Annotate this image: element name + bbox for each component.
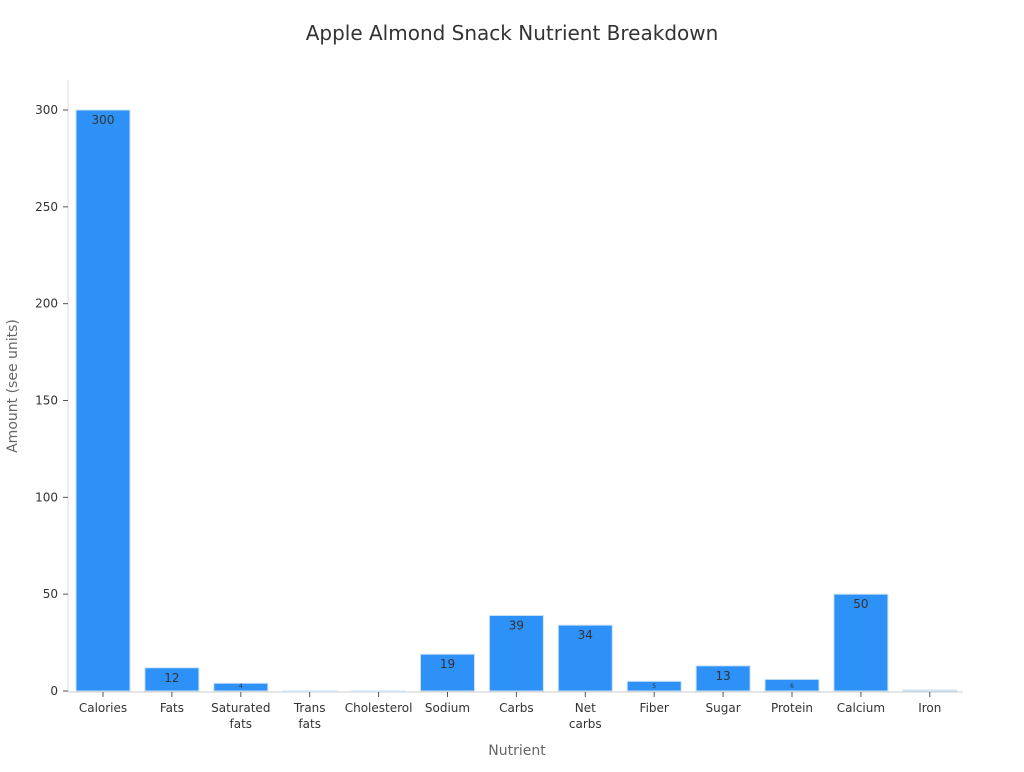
data-label: 34 [578, 628, 593, 642]
data-label: 6 [790, 683, 794, 690]
x-tick-label: Fiber [640, 701, 669, 715]
bar-trans-fats [282, 690, 338, 693]
data-label: 5 [652, 683, 656, 690]
x-tick-label: Calcium [837, 701, 885, 715]
y-axis-label: Amount (see units) [5, 319, 21, 453]
x-tick-label: Sugar [706, 701, 741, 715]
data-label: 4 [239, 683, 243, 690]
bar-net-carbs [557, 624, 613, 692]
x-tick-label: Net [575, 701, 596, 715]
bar-iron [902, 689, 958, 692]
x-tick-label: fats [298, 717, 321, 731]
y-tick-label: 100 [35, 490, 58, 504]
x-axis-label: Nutrient [488, 743, 546, 759]
bar-fiber [626, 680, 682, 692]
x-tick-label: Cholesterol [345, 701, 413, 715]
x-tick-label: Fats [160, 701, 184, 715]
data-label: 50 [853, 597, 868, 611]
y-tick-label: 150 [35, 394, 58, 408]
bar-calories [75, 109, 131, 692]
x-tick-label: carbs [569, 717, 602, 731]
data-label: 12 [164, 671, 179, 685]
bar-sodium [420, 653, 475, 692]
x-tick-label: Saturated [211, 701, 270, 715]
bar-fats [144, 667, 200, 692]
bar-cholesterol [351, 690, 407, 693]
data-label: 300 [92, 113, 115, 127]
y-tick-label: 300 [35, 103, 58, 117]
y-tick-label: 50 [43, 587, 58, 601]
x-tick-label: Calories [79, 701, 127, 715]
bar-calcium [833, 593, 889, 692]
x-tick-label: Protein [771, 701, 813, 715]
bar-protein [764, 678, 820, 692]
y-tick-label: 250 [35, 200, 58, 214]
bar-sugar [695, 665, 751, 692]
y-tick-label: 0 [50, 684, 58, 698]
bar-saturated-fats [213, 682, 269, 692]
x-tick-label: Trans [293, 701, 326, 715]
x-tick-label: fats [230, 717, 253, 731]
data-label: 39 [509, 618, 524, 632]
data-label: 13 [715, 669, 730, 683]
bar-carbs [488, 614, 544, 692]
chart-title: Apple Almond Snack Nutrient Breakdown [306, 21, 719, 45]
x-tick-label: Sodium [425, 701, 470, 715]
x-tick-label: Carbs [499, 701, 534, 715]
y-tick-label: 200 [35, 297, 58, 311]
data-label: 19 [440, 657, 455, 671]
x-tick-label: Iron [918, 701, 941, 715]
